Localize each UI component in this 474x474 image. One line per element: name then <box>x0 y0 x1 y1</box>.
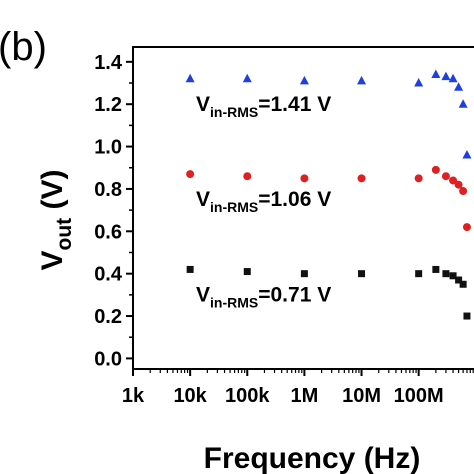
series-annotation: Vin-RMS=0.71 V <box>196 283 331 310</box>
data-point <box>243 172 252 181</box>
y-tick-label: 0.4 <box>94 264 123 286</box>
data-series <box>185 69 472 320</box>
x-tick-label: 10k <box>173 385 207 407</box>
data-point <box>458 99 468 108</box>
data-point <box>442 270 450 278</box>
y-tick-label: 1.2 <box>94 94 122 116</box>
data-point <box>300 270 308 278</box>
y-tick-label: 1.4 <box>94 52 123 74</box>
annotation-sub: in-RMS <box>210 104 258 120</box>
data-point <box>242 73 252 83</box>
data-point <box>415 270 423 278</box>
series-circle <box>186 165 471 232</box>
annotation-main: V <box>196 188 210 211</box>
annotation-value: =0.71 V <box>258 283 331 306</box>
data-point <box>299 75 309 85</box>
data-point <box>449 176 458 185</box>
data-point <box>459 187 468 196</box>
data-point <box>186 170 195 179</box>
y-axis-title-main: V <box>36 250 69 270</box>
y-tick-label: 0.8 <box>94 179 122 201</box>
y-axis-title-sub: out <box>53 218 76 251</box>
annotation-value: =1.41 V <box>258 93 331 116</box>
svg-text:Vout (V): Vout (V) <box>36 170 76 271</box>
data-point <box>441 71 451 81</box>
y-tick-label: 0.2 <box>94 306 122 328</box>
data-point <box>449 272 457 280</box>
annotation-sub: in-RMS <box>210 294 258 310</box>
x-tick-label: 1M <box>291 385 319 407</box>
y-tick-label: 0.6 <box>94 221 122 243</box>
data-point <box>448 73 458 83</box>
data-point <box>455 276 463 284</box>
y-axis-title-unit: (V) <box>36 170 69 218</box>
data-point <box>431 165 440 174</box>
x-axis-title: Frequency (Hz) <box>204 442 421 474</box>
x-tick-label: 100k <box>225 385 270 407</box>
data-point <box>459 280 467 288</box>
data-point <box>431 69 441 79</box>
data-point <box>454 180 463 189</box>
series-triangle <box>185 69 472 159</box>
data-point <box>462 150 472 159</box>
y-axis-ticks: 0.0 0.2 0.4 0.6 0.8 1.0 1.2 1.4 <box>94 52 133 370</box>
x-tick-label: 100M <box>394 385 444 407</box>
annotation-sub: in-RMS <box>210 199 258 215</box>
data-point <box>186 265 194 273</box>
y-tick-label: 0.0 <box>94 348 122 370</box>
panel-label: (b) <box>0 25 47 69</box>
plot-frame <box>132 46 474 370</box>
y-tick-label: 1.0 <box>94 137 122 159</box>
data-point <box>243 268 251 276</box>
data-point <box>441 172 450 181</box>
series-square <box>186 265 471 320</box>
data-point <box>185 73 195 83</box>
annotation-main: V <box>196 283 210 306</box>
data-point <box>432 265 440 273</box>
data-point <box>358 270 366 278</box>
data-point <box>414 174 423 183</box>
data-point <box>300 174 309 183</box>
x-axis-ticks: 1k 10k 100k 1M 10M 100M <box>122 369 474 407</box>
x-tick-label: 1k <box>122 385 145 407</box>
series-annotation: Vin-RMS=1.41 V <box>196 93 331 120</box>
data-point <box>414 78 424 87</box>
data-point <box>357 75 367 85</box>
annotation-main: V <box>196 93 210 116</box>
data-point <box>462 223 471 232</box>
x-tick-label: 10M <box>342 385 381 407</box>
data-point <box>357 174 366 183</box>
series-annotation: Vin-RMS=1.06 V <box>196 188 331 215</box>
data-point <box>463 312 471 320</box>
y-axis-title: Vout (V) <box>36 170 76 271</box>
annotation-value: =1.06 V <box>258 188 331 211</box>
data-point <box>454 82 464 91</box>
